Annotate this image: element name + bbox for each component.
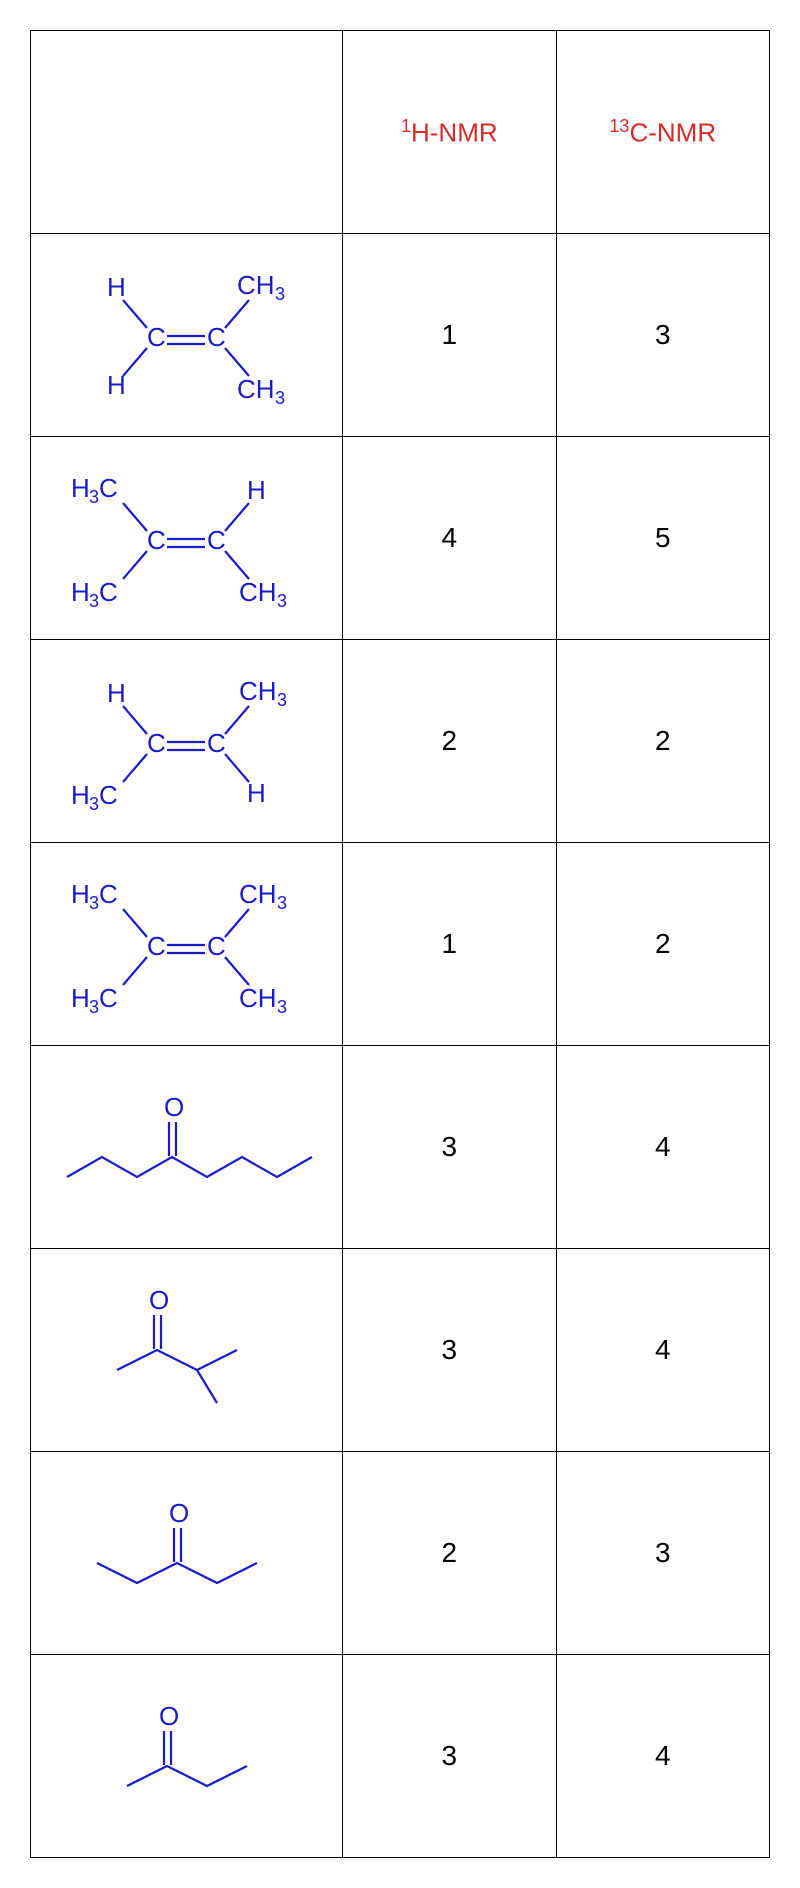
c-nmr-value: 2: [556, 640, 769, 843]
svg-text:C: C: [147, 931, 166, 961]
c-nmr-value: 2: [556, 843, 769, 1046]
h-nmr-value: 3: [343, 1249, 556, 1452]
h-nmr-text: H-NMR: [411, 117, 498, 147]
svg-text:CH: CH: [239, 983, 277, 1013]
c-nmr-value: 4: [556, 1249, 769, 1452]
svg-text:3: 3: [277, 893, 287, 913]
molecule-heptan-4-one: O: [47, 1082, 327, 1212]
h-nmr-value: 3: [343, 1655, 556, 1858]
header-structure: [31, 31, 343, 234]
svg-text:C: C: [207, 525, 226, 555]
molecule-isobutylene: C C H H CH3 CH3: [57, 250, 317, 420]
svg-text:C: C: [147, 728, 166, 758]
svg-text:H: H: [247, 778, 266, 808]
structure-cell: C C H3C H3C H CH3: [31, 437, 343, 640]
svg-text:3: 3: [275, 284, 285, 304]
svg-text:CH: CH: [239, 577, 277, 607]
svg-text:O: O: [149, 1285, 169, 1315]
molecule-3-methylbutan-2-one: O: [67, 1275, 307, 1425]
molecule-2-methyl-2-butene: C C H3C H3C H CH3: [47, 453, 327, 623]
table-row: C C H H3C CH3 H 2 2: [31, 640, 770, 843]
svg-text:O: O: [159, 1701, 179, 1731]
svg-text:O: O: [164, 1092, 184, 1122]
svg-text:H: H: [71, 577, 90, 607]
svg-text:CH: CH: [237, 270, 275, 300]
svg-text:CH: CH: [239, 879, 277, 909]
svg-text:C: C: [99, 983, 118, 1013]
svg-text:3: 3: [89, 893, 99, 913]
svg-text:3: 3: [89, 487, 99, 507]
h-nmr-value: 2: [343, 1452, 556, 1655]
svg-text:C: C: [99, 879, 118, 909]
header-row: 1H-NMR 13C-NMR: [31, 31, 770, 234]
svg-text:3: 3: [277, 690, 287, 710]
svg-text:C: C: [99, 577, 118, 607]
structure-cell: C C H3C H3C CH3 CH3: [31, 843, 343, 1046]
c-nmr-sup: 13: [609, 116, 629, 136]
table-row: C C H3C H3C CH3 CH3 1 2: [31, 843, 770, 1046]
h-nmr-value: 3: [343, 1046, 556, 1249]
table-row: O 3 4: [31, 1249, 770, 1452]
table-row: O 3 4: [31, 1655, 770, 1858]
svg-text:C: C: [207, 728, 226, 758]
svg-text:3: 3: [89, 794, 99, 814]
table-row: O 3 4: [31, 1046, 770, 1249]
structure-cell: O: [31, 1452, 343, 1655]
svg-text:C: C: [207, 322, 226, 352]
header-c-nmr: 13C-NMR: [556, 31, 769, 234]
svg-text:C: C: [207, 931, 226, 961]
molecule-tetramethylethylene: C C H3C H3C CH3 CH3: [47, 859, 327, 1029]
svg-text:H: H: [71, 780, 90, 810]
svg-text:3: 3: [277, 997, 287, 1017]
table-row: O 2 3: [31, 1452, 770, 1655]
table-row: C C H3C H3C H CH3 4 5: [31, 437, 770, 640]
svg-text:3: 3: [277, 591, 287, 611]
nmr-signals-table: 1H-NMR 13C-NMR C C H H CH3: [30, 30, 770, 1858]
structure-cell: C C H H CH3 CH3: [31, 234, 343, 437]
c-nmr-value: 3: [556, 1452, 769, 1655]
molecule-pentan-3-one: O: [67, 1488, 307, 1618]
svg-text:C: C: [147, 322, 166, 352]
structure-cell: O: [31, 1046, 343, 1249]
svg-text:H: H: [71, 983, 90, 1013]
svg-text:H: H: [107, 678, 126, 708]
h-nmr-value: 1: [343, 234, 556, 437]
svg-text:H: H: [107, 272, 126, 302]
molecule-trans-2-butene: C C H H3C CH3 H: [47, 656, 327, 826]
svg-text:C: C: [147, 525, 166, 555]
c-nmr-value: 3: [556, 234, 769, 437]
table-row: C C H H CH3 CH3 1 3: [31, 234, 770, 437]
svg-text:CH: CH: [237, 374, 275, 404]
h-nmr-value: 2: [343, 640, 556, 843]
svg-text:H: H: [107, 370, 126, 400]
svg-text:C: C: [99, 473, 118, 503]
h-nmr-sup: 1: [401, 116, 411, 136]
h-nmr-value: 4: [343, 437, 556, 640]
svg-text:H: H: [247, 475, 266, 505]
header-h-nmr: 1H-NMR: [343, 31, 556, 234]
svg-text:3: 3: [89, 591, 99, 611]
c-nmr-value: 4: [556, 1655, 769, 1858]
structure-cell: O: [31, 1249, 343, 1452]
c-nmr-text: C-NMR: [629, 117, 716, 147]
structure-cell: O: [31, 1655, 343, 1858]
svg-text:CH: CH: [239, 676, 277, 706]
structure-cell: C C H H3C CH3 H: [31, 640, 343, 843]
svg-text:H: H: [71, 879, 90, 909]
molecule-butan-2-one: O: [77, 1691, 297, 1821]
c-nmr-value: 5: [556, 437, 769, 640]
svg-text:C: C: [99, 780, 118, 810]
svg-text:H: H: [71, 473, 90, 503]
svg-text:O: O: [169, 1498, 189, 1528]
c-nmr-value: 4: [556, 1046, 769, 1249]
svg-text:3: 3: [89, 997, 99, 1017]
svg-text:3: 3: [275, 388, 285, 408]
h-nmr-value: 1: [343, 843, 556, 1046]
